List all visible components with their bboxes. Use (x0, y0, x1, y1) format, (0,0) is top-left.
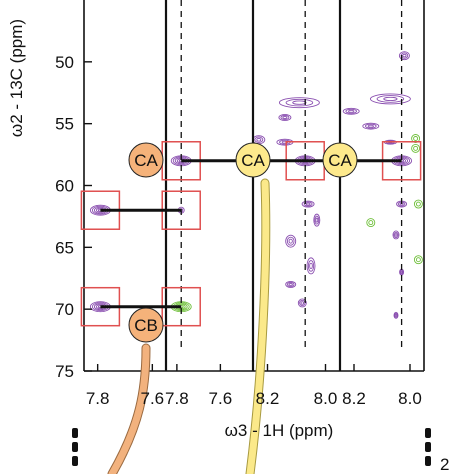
x-tick-label: 7.8 (165, 389, 189, 408)
peak-contour (278, 114, 292, 121)
peak-contour (394, 313, 398, 317)
label-layer: CA CB CA CA (128, 142, 358, 343)
guide-layer (180, 0, 403, 351)
peak-contour (286, 281, 295, 287)
peak-contour (309, 262, 313, 270)
stacked-dot (425, 442, 431, 452)
peak-contour (285, 98, 314, 107)
peak-contour (348, 109, 355, 113)
stacked-dot (72, 442, 78, 452)
peak-contour (314, 215, 320, 225)
atom-label-text: CA (134, 151, 158, 170)
connection-layer (100, 159, 402, 309)
peak-contour (256, 137, 262, 142)
x-tick-label: 7.8 (86, 389, 110, 408)
stacked-dot (72, 428, 78, 438)
edge-text: 2 (440, 455, 449, 474)
peak-contour-green (415, 257, 421, 263)
peak-contour (394, 312, 398, 318)
peak-contour (394, 233, 398, 237)
peak-contour (300, 301, 305, 305)
atom-label-circle (128, 307, 164, 343)
atom-label-text: CA (241, 151, 265, 170)
peak-contour (254, 136, 264, 143)
peak-contour (288, 282, 293, 286)
peak-contour (362, 122, 380, 130)
stacked-dot (72, 456, 78, 466)
peak-contour (306, 257, 316, 275)
peak-contour-green (411, 143, 421, 153)
stacked-dot (425, 456, 431, 466)
peak-contour (285, 280, 297, 288)
peak-contour (365, 123, 377, 129)
y-axis-title: ω2 - 13C (ppm) (7, 19, 26, 137)
peak-contour (392, 230, 400, 240)
peak-contour (376, 95, 405, 103)
y-tick-label: 75 (55, 362, 74, 381)
x-tick-label: 7.6 (141, 389, 165, 408)
x-tick-label: 8.0 (314, 389, 338, 408)
y-tick-label: 60 (55, 177, 74, 196)
peak-contour (345, 108, 357, 114)
peak-contour (399, 269, 404, 275)
tube-layer (107, 178, 271, 474)
peak-contour-green (368, 220, 374, 226)
peak-contour-green (413, 145, 419, 151)
plot-frame (83, 0, 425, 372)
stacked-dot (425, 428, 431, 438)
x-tick-label: 7.6 (209, 389, 233, 408)
peak-contour (315, 217, 319, 223)
peak-contour (305, 202, 311, 206)
peak-contour (393, 231, 399, 239)
y-tick-label: 55 (55, 115, 74, 134)
peak-contour (292, 100, 307, 105)
peak-contour (278, 97, 320, 109)
contour-layer (89, 51, 423, 319)
peak-contour (285, 234, 297, 248)
peak-contour (297, 298, 307, 308)
ca-tube (246, 179, 270, 474)
peak-contour-green (366, 218, 376, 228)
peak-contour (299, 299, 306, 307)
y-tick-label: 65 (55, 238, 74, 257)
peak-contour (383, 96, 398, 102)
y-tick-label: 50 (55, 53, 74, 72)
peak-contour (303, 201, 313, 207)
peak-contour (280, 115, 290, 120)
y-tick-label: 70 (55, 300, 74, 319)
atom-label-circle (128, 142, 164, 178)
peak-contour (367, 124, 374, 128)
peak-contour-green (415, 201, 421, 207)
x-tick-label: 8.2 (342, 389, 366, 408)
peak-contour-green (413, 199, 423, 209)
cb-tube (108, 344, 150, 474)
peak-contour (286, 236, 295, 246)
atom-label-circle (322, 142, 358, 178)
peak-contour-green (413, 136, 419, 141)
x-tick-label: 8.0 (398, 389, 422, 408)
peak-contour (301, 200, 315, 208)
peak-contour (393, 311, 399, 319)
x-tick-label: 8.2 (256, 389, 280, 408)
peak-contour (342, 107, 360, 115)
peak-contour (282, 116, 288, 119)
peak-contour (400, 270, 403, 274)
atom-label-circle (235, 142, 271, 178)
peak-contour (369, 93, 411, 105)
peak-contour (313, 213, 321, 227)
peak-contour (288, 238, 293, 244)
peak-contour-green (413, 255, 423, 265)
atom-label-text: CA (328, 151, 352, 170)
atom-label-text: CB (134, 316, 158, 335)
peak-contour (307, 260, 315, 272)
x-axis-title: ω3 - 1H (ppm) (225, 421, 334, 440)
peak-contour (398, 51, 410, 61)
peak-contour (402, 53, 407, 58)
